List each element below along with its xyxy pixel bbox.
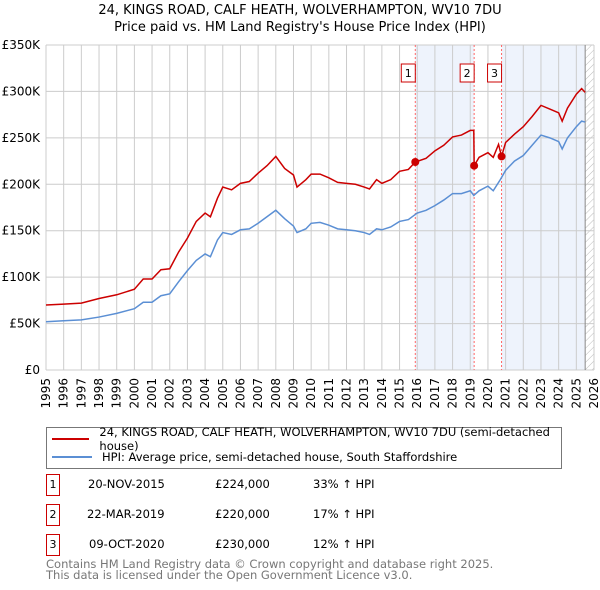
footer-line-2: This data is licensed under the Open Gov… — [46, 568, 413, 582]
x-tick-label: 2026 — [587, 378, 600, 409]
sale-point — [411, 158, 420, 166]
sale-marker-badge: 3 — [46, 534, 60, 556]
x-tick-label: 2014 — [375, 378, 389, 409]
y-tick-label: £250K — [2, 131, 42, 145]
x-tick-label: 2007 — [251, 378, 265, 409]
sale-price: £224,000 — [215, 477, 270, 491]
x-tick-label: 2010 — [304, 378, 318, 409]
y-tick-label: £100K — [2, 270, 42, 284]
y-tick-label: £200K — [2, 177, 42, 191]
x-tick-label: 2022 — [516, 378, 530, 409]
sale-point — [470, 161, 479, 170]
sale-price: £230,000 — [215, 537, 270, 551]
x-tick-label: 1999 — [110, 378, 124, 409]
y-tick-label: £350K — [2, 38, 42, 52]
sale-label: 1 — [405, 67, 412, 80]
sale-price: £220,000 — [215, 507, 270, 521]
x-tick-label: 1998 — [92, 378, 106, 409]
sale-marker-badge: 2 — [46, 504, 60, 526]
sale-hpi: 12% ↑ HPI — [313, 537, 375, 551]
x-tick-label: 1996 — [57, 378, 71, 409]
x-tick-label: 2005 — [216, 378, 230, 409]
x-tick-label: 2020 — [481, 378, 495, 409]
x-tick-label: 2024 — [552, 378, 566, 409]
sale-label-box — [459, 63, 475, 83]
sale-label-box — [487, 63, 503, 83]
x-tick-label: 2002 — [163, 378, 177, 409]
x-tick-label: 2013 — [357, 378, 371, 409]
sale-date: 20-NOV-2015 — [88, 477, 165, 491]
x-tick-label: 2009 — [286, 378, 300, 409]
sale-date: 09-OCT-2020 — [89, 537, 165, 551]
series-line-hpi — [45, 120, 586, 323]
x-tick-label: 2017 — [428, 378, 442, 409]
x-tick-label: 2021 — [499, 378, 513, 409]
x-tick-label: 2008 — [269, 378, 283, 409]
x-tick-label: 2018 — [446, 378, 460, 409]
x-tick-label: 2006 — [233, 378, 247, 409]
plot-area: 1995 1996 1997 1998 1999 2000 2001 2002 2003 2004… — [2, 38, 600, 409]
forecast-hatch — [585, 45, 594, 370]
y-tick-label: £0 — [25, 363, 40, 377]
x-tick-label: 1997 — [74, 378, 88, 409]
legend-label-property: 24, KINGS ROAD, CALF HEATH, WOLVERHAMPTO… — [99, 425, 550, 453]
x-tick-label: 2004 — [198, 378, 212, 409]
sale-marker-badge: 1 — [46, 474, 60, 496]
chart-subtitle: Price paid vs. HM Land Registry's House … — [114, 20, 486, 35]
y-tick-label: £50K — [9, 317, 41, 331]
x-tick-label: 2019 — [463, 378, 477, 409]
sale-label: 2 — [464, 67, 471, 80]
sale-label-box — [400, 63, 416, 83]
legend-swatch-property — [52, 438, 90, 440]
x-tick-label: 2011 — [322, 378, 336, 409]
legend-swatch-hpi — [52, 456, 92, 458]
x-tick-label: 2025 — [569, 378, 583, 409]
series-line-property — [45, 87, 586, 306]
shaded-period — [415, 45, 475, 370]
footer-line-1: Contains HM Land Registry data © Crown c… — [46, 557, 494, 571]
x-tick-label: 2015 — [393, 378, 407, 409]
sale-hpi: 33% ↑ HPI — [313, 477, 375, 491]
sale-date: 22-MAR-2019 — [87, 507, 165, 521]
y-tick-label: £150K — [2, 224, 42, 238]
sale-label: 3 — [491, 67, 498, 80]
x-tick-label: 2016 — [410, 378, 424, 409]
sale-hpi: 17% ↑ HPI — [313, 507, 375, 521]
y-tick-label: £300K — [2, 84, 42, 98]
x-tick-label: 2003 — [180, 378, 194, 409]
chart-title: 24, KINGS ROAD, CALF HEATH, WOLVERHAMPTO… — [98, 3, 502, 18]
x-tick-label: 2012 — [340, 378, 354, 409]
footer: Contains HM Land Registry data © Crown c… — [46, 557, 494, 582]
x-tick-label: 1995 — [39, 378, 53, 409]
x-tick-label: 2001 — [145, 378, 159, 409]
x-tick-label: 2000 — [127, 378, 141, 409]
x-tick-label: 2023 — [534, 378, 548, 409]
legend: 24, KINGS ROAD, CALF HEATH, WOLVERHAMPTO… — [46, 425, 562, 469]
legend-label-hpi: HPI: Average price, semi-detached house,… — [102, 450, 458, 464]
sale-point — [497, 152, 506, 161]
shaded-period — [501, 45, 586, 370]
